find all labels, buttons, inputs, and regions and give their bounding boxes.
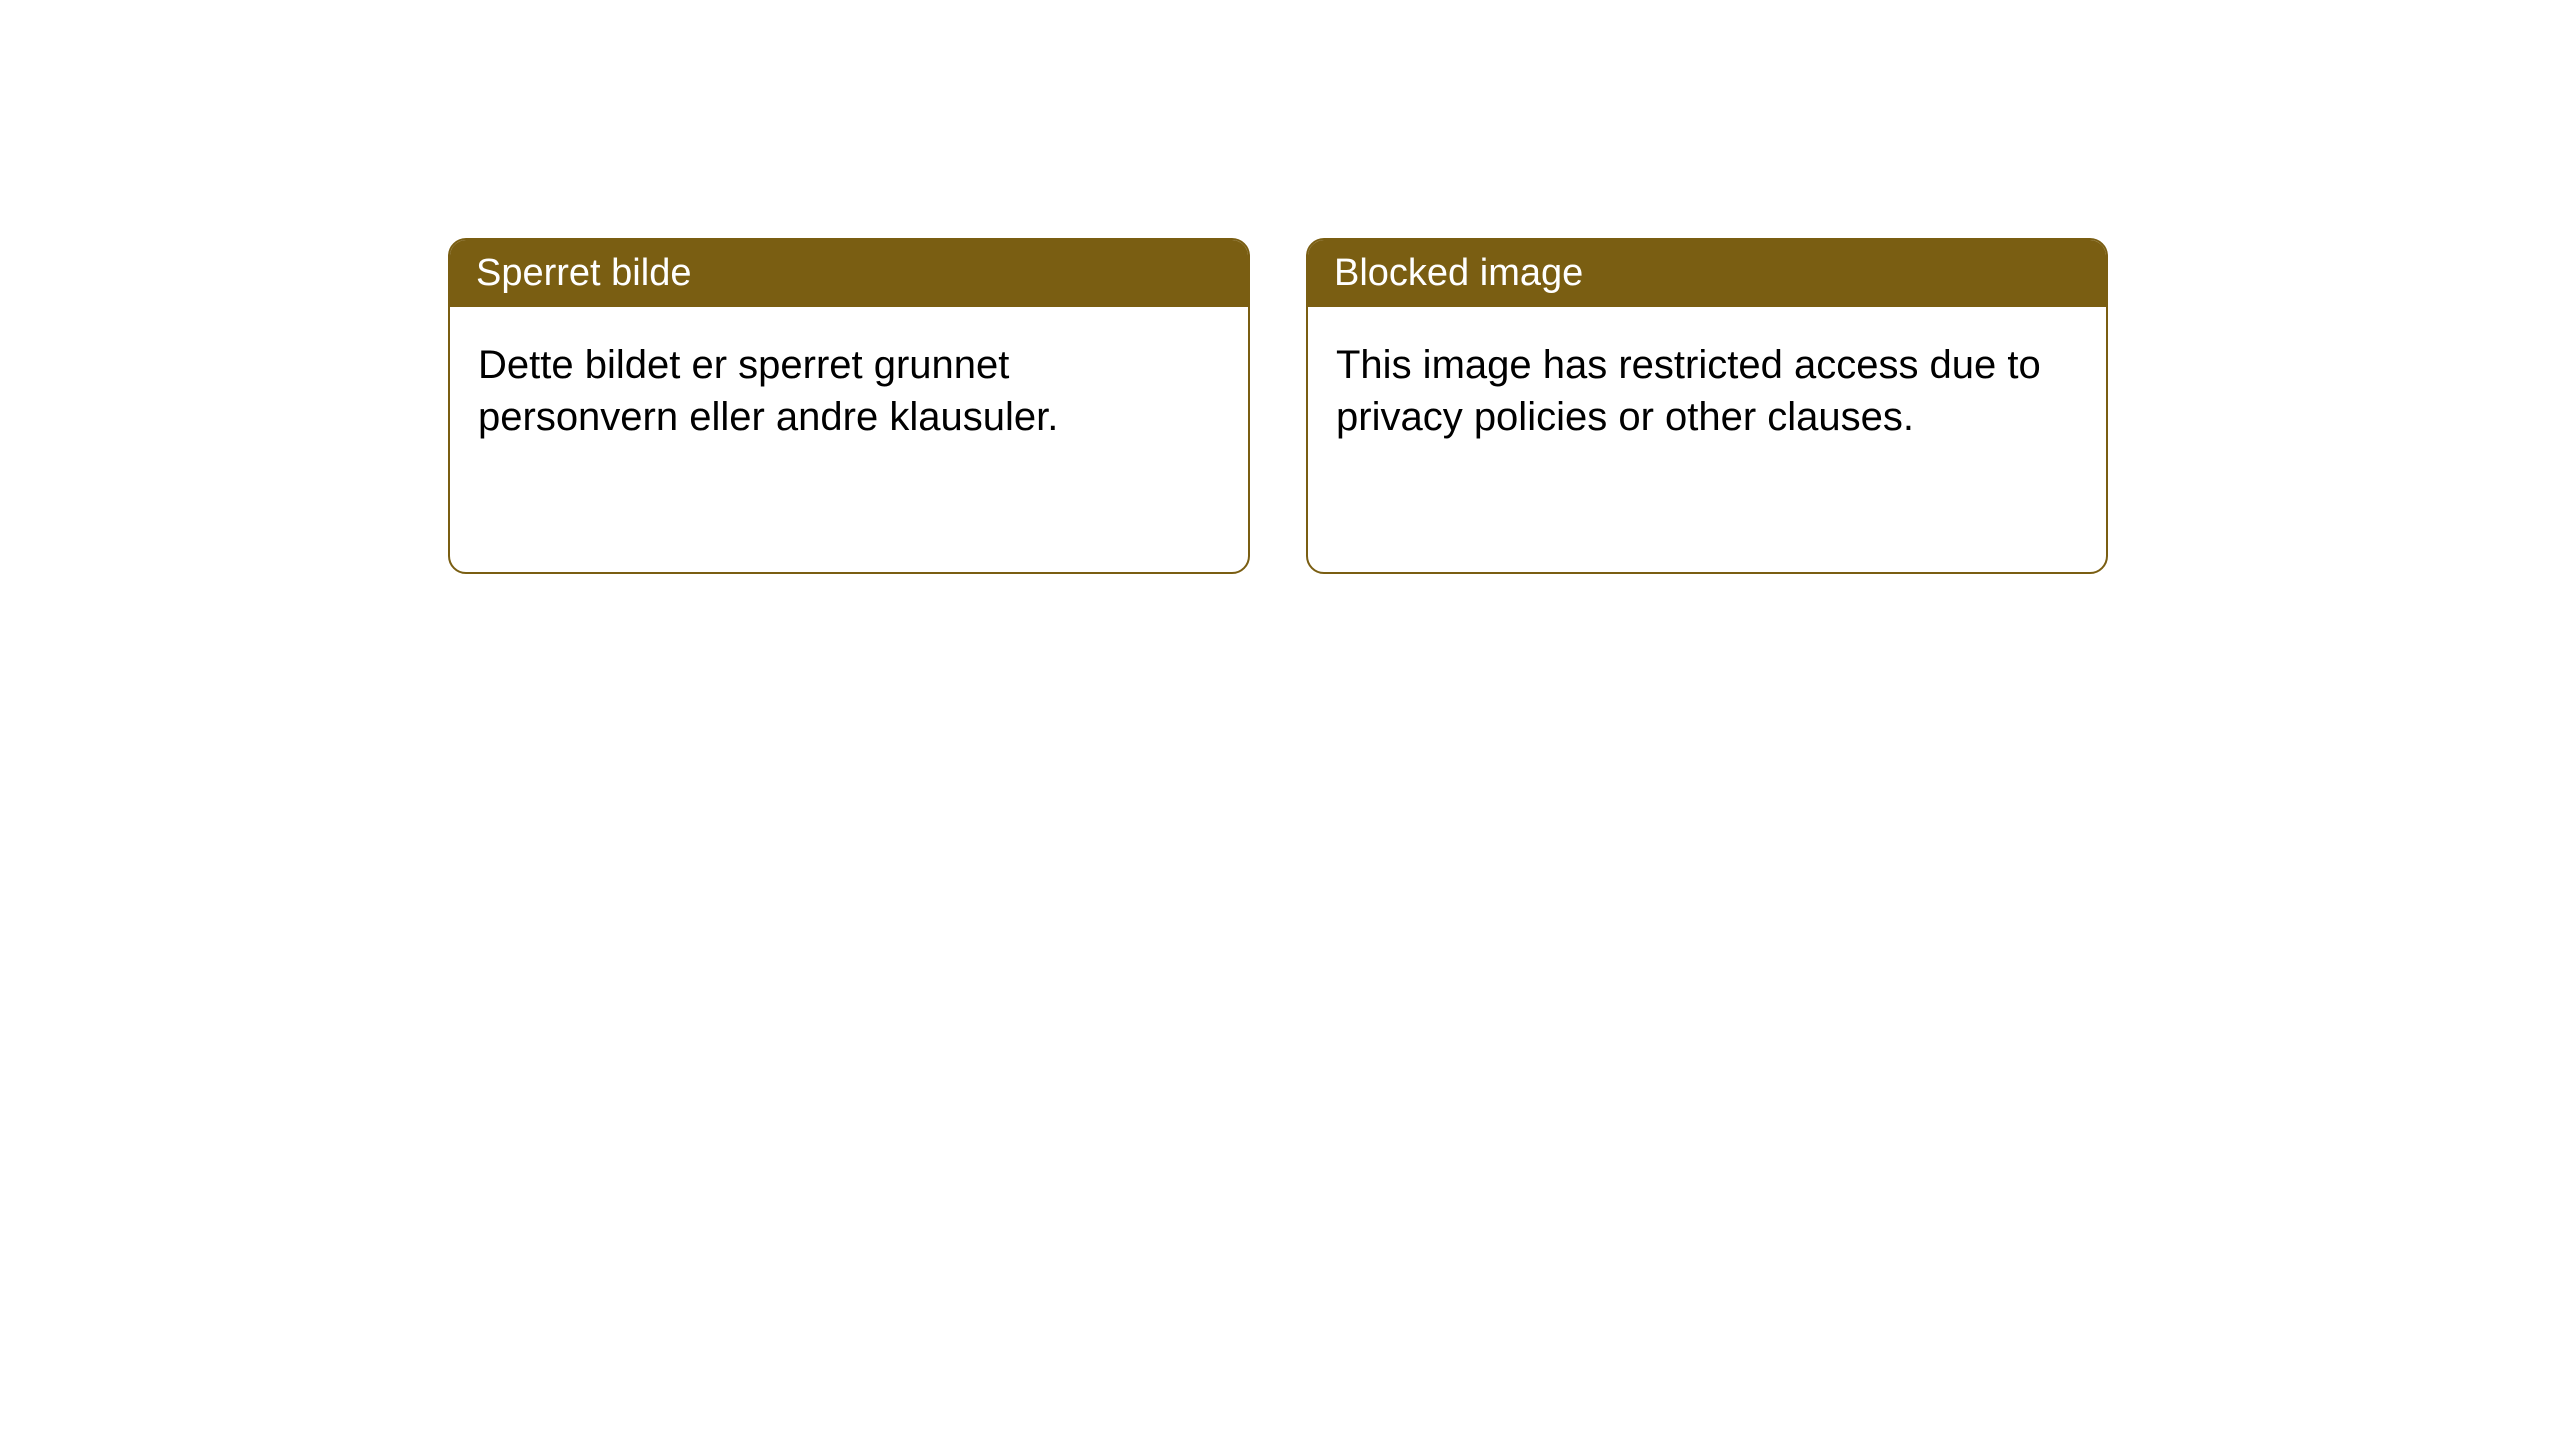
notice-card-title: Blocked image: [1308, 240, 2106, 307]
notice-cards-container: Sperret bilde Dette bildet er sperret gr…: [0, 0, 2560, 574]
notice-card-title: Sperret bilde: [450, 240, 1248, 307]
notice-card-norwegian: Sperret bilde Dette bildet er sperret gr…: [448, 238, 1250, 574]
notice-card-body: Dette bildet er sperret grunnet personve…: [450, 307, 1248, 475]
notice-card-body: This image has restricted access due to …: [1308, 307, 2106, 475]
notice-card-english: Blocked image This image has restricted …: [1306, 238, 2108, 574]
